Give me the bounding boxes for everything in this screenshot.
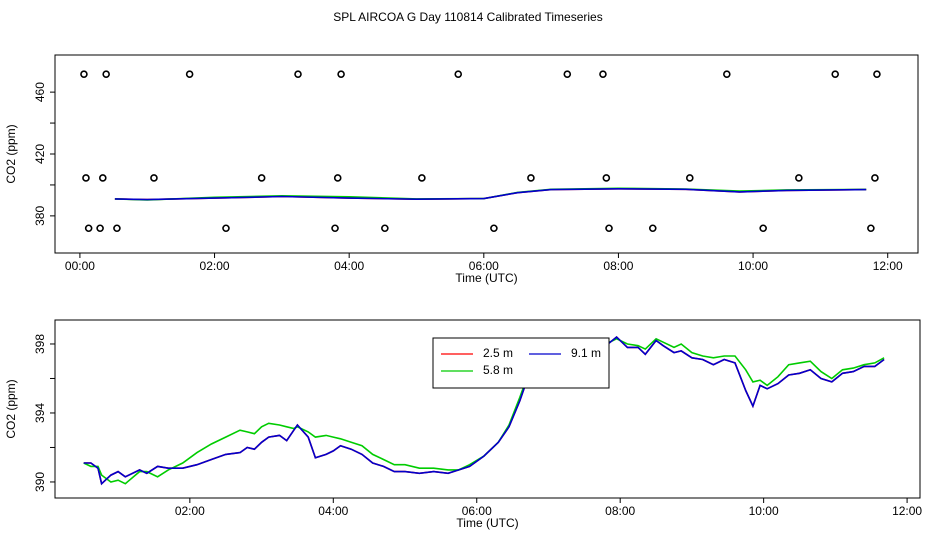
x-tick-label: 02:00: [175, 504, 205, 518]
data-point: [84, 224, 93, 233]
data-point: [257, 174, 266, 182]
x-tick-label: 12:00: [873, 259, 903, 273]
x-tick-label: 02:00: [200, 259, 230, 273]
data-point: [602, 174, 611, 182]
data-point: [82, 174, 90, 182]
legend-label: 9.1 m: [571, 346, 601, 360]
x-tick-label: 00:00: [65, 259, 95, 273]
data-point: [98, 174, 107, 182]
data-point: [113, 224, 121, 233]
y-tick-label: 394: [33, 403, 47, 423]
data-point: [150, 174, 158, 182]
data-point: [873, 70, 881, 78]
data-point: [185, 70, 194, 78]
x-axis-label: Time (UTC): [455, 271, 517, 285]
x-tick-label: 08:00: [603, 259, 633, 273]
data-point: [871, 174, 879, 182]
y-tick-label: 398: [33, 334, 47, 354]
data-point: [563, 70, 572, 78]
y-axis-label: CO2 (ppm): [4, 124, 18, 183]
data-point: [605, 224, 613, 233]
x-tick-label: 08:00: [605, 504, 635, 518]
data-point: [527, 174, 535, 182]
plot-frame: [54, 54, 919, 254]
data-point: [337, 70, 345, 78]
y-tick-label: 420: [33, 144, 47, 164]
data-point: [381, 224, 389, 233]
data-point: [331, 224, 339, 233]
y-tick-label: 390: [33, 472, 47, 492]
y-tick-label: 380: [33, 206, 47, 226]
data-point: [490, 224, 498, 233]
data-point: [222, 224, 230, 233]
plot-frame: [54, 319, 921, 499]
data-point: [418, 174, 426, 182]
data-point: [831, 70, 840, 78]
data-point: [102, 70, 110, 78]
data-point: [759, 224, 767, 233]
legend-label: 2.5 m: [483, 346, 513, 360]
chart-title: SPL AIRCOA G Day 110814 Calibrated Times…: [333, 10, 602, 24]
x-tick-label: 12:00: [892, 504, 922, 518]
data-point: [867, 224, 875, 233]
data-line: [114, 187, 867, 201]
data-point: [795, 174, 803, 182]
data-point: [599, 70, 607, 78]
data-point: [80, 70, 88, 78]
x-tick-label: 06:00: [462, 504, 492, 518]
data-point: [454, 70, 463, 78]
legend-frame: [432, 337, 610, 389]
data-point: [294, 70, 302, 78]
x-tick-label: 10:00: [749, 504, 779, 518]
data-point: [333, 174, 342, 182]
data-point: [96, 224, 104, 233]
x-tick-label: 04:00: [334, 259, 364, 273]
data-line: [83, 336, 885, 486]
y-tick-label: 460: [33, 82, 47, 102]
legend-label: 5.8 m: [483, 363, 513, 377]
x-tick-label: 04:00: [318, 504, 348, 518]
x-axis-label: Time (UTC): [456, 516, 518, 530]
y-axis-label: CO2 (ppm): [4, 379, 18, 438]
x-tick-label: 10:00: [738, 259, 768, 273]
data-point: [685, 174, 694, 182]
data-point: [648, 224, 657, 233]
x-tick-label: 06:00: [469, 259, 499, 273]
data-point: [723, 70, 731, 78]
